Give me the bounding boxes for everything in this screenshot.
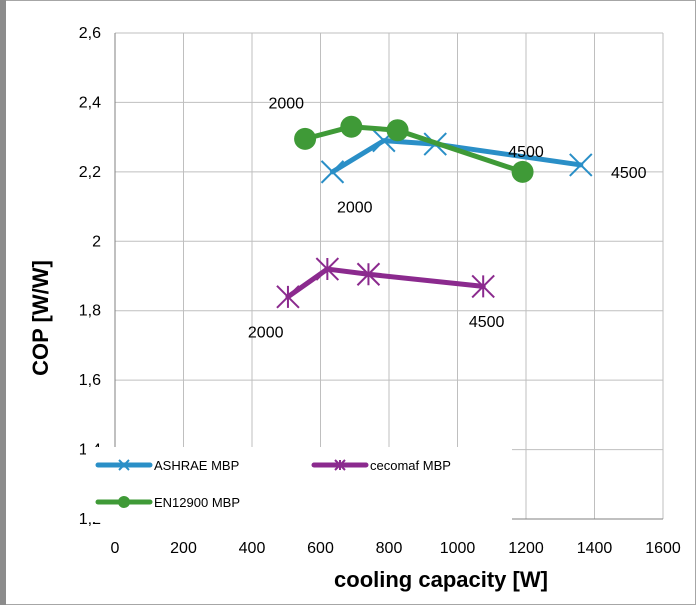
- y-tick-label: 1,8: [79, 303, 101, 320]
- legend-entry: EN12900 MBP: [95, 495, 240, 510]
- legend-swatch-marker: [118, 459, 130, 471]
- data-point: [471, 274, 495, 299]
- data-point: [386, 119, 409, 142]
- x-tick-label: 1000: [440, 540, 476, 557]
- legend-label: ASHRAE MBP: [154, 458, 239, 473]
- legend: ASHRAE MBP cecomaf MBP EN12900 MBP: [86, 447, 512, 522]
- point-annotation: 4500: [611, 165, 647, 182]
- x-tick-label: 1600: [645, 540, 681, 557]
- chart-left-bar: [0, 0, 6, 605]
- data-point: [511, 160, 534, 183]
- data-point: [569, 153, 593, 177]
- x-tick-label: 200: [170, 540, 197, 557]
- data-point: [320, 160, 345, 184]
- series-en12900-mbp: [294, 115, 534, 183]
- y-tick-label: 2,6: [79, 25, 101, 42]
- point-annotation: 2000: [268, 95, 304, 112]
- y-tick-label: 2,2: [79, 164, 101, 181]
- y-tick-label: 1,6: [79, 372, 101, 389]
- annotations: 2000 4500 4500 2000 2000 4500: [248, 95, 647, 341]
- series-line: [285, 266, 486, 300]
- x-tick-labels: 0 200 400 600 800 1000 1200 1400 1600: [111, 540, 681, 557]
- series-layer: [276, 115, 593, 309]
- x-axis-title: cooling capacity [W]: [334, 567, 548, 592]
- legend-label: cecomaf MBP: [370, 458, 451, 473]
- y-tick-label: 2,4: [79, 94, 101, 111]
- x-tick-label: 1200: [508, 540, 544, 557]
- point-annotation: 2000: [248, 325, 284, 342]
- legend-entry: ASHRAE MBP: [95, 458, 239, 473]
- legend-box: [86, 447, 512, 522]
- point-annotation: 4500: [508, 144, 544, 161]
- y-tick-label: 2: [92, 233, 101, 250]
- x-tick-label: 600: [307, 540, 334, 557]
- x-tick-label: 800: [376, 540, 403, 557]
- data-point: [294, 127, 317, 150]
- point-annotation: 4500: [469, 314, 505, 331]
- series-line: [302, 124, 526, 175]
- legend-swatch-marker: [118, 496, 130, 508]
- legend-label: EN12900 MBP: [154, 495, 240, 510]
- x-tick-label: 1400: [577, 540, 613, 557]
- legend-swatch-marker: [334, 459, 346, 471]
- legend-entry: cecomaf MBP: [311, 458, 451, 473]
- data-point: [276, 285, 300, 309]
- series-cecomaf-mbp: [276, 257, 495, 309]
- x-tick-label: 400: [239, 540, 266, 557]
- data-point: [356, 262, 381, 286]
- data-point: [340, 115, 363, 138]
- point-annotation: 2000: [337, 200, 373, 217]
- data-point: [315, 257, 340, 281]
- x-tick-label: 0: [111, 540, 120, 557]
- y-axis-title: COP [W/W]: [28, 260, 53, 376]
- series-line: [329, 138, 584, 175]
